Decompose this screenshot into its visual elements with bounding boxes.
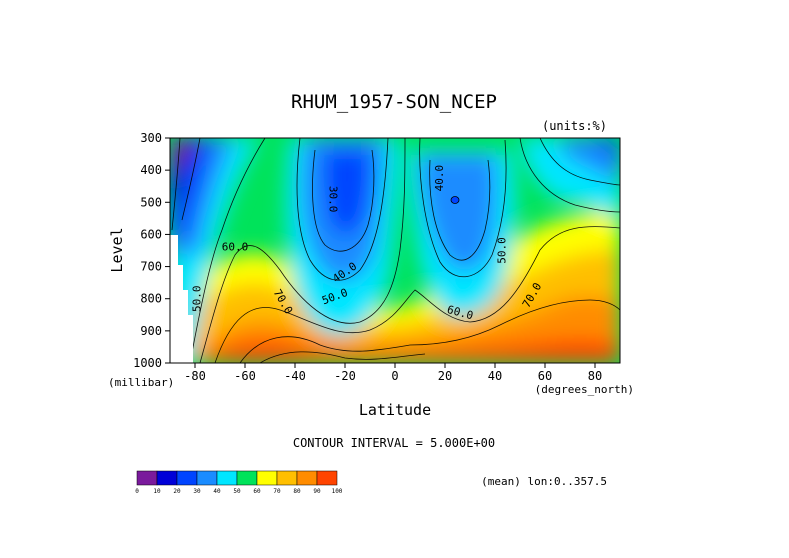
colorbar-swatch	[296, 470, 318, 486]
y-tick-label: 300	[140, 131, 162, 145]
footnote-label: (mean) lon:0..357.5	[481, 475, 607, 488]
colorbar-tick-label: 10	[153, 488, 161, 495]
x-tick-label: 80	[588, 369, 602, 383]
colorbar-swatch	[176, 470, 198, 486]
contour-label: 40.0	[433, 165, 446, 192]
colorbar-tick-label: 40	[213, 488, 221, 495]
y-tick-label: 900	[140, 324, 162, 338]
y-tick-label: 600	[140, 227, 162, 241]
units-label: (units:%)	[542, 119, 607, 133]
chart-title: RHUM_1957-SON_NCEP	[291, 91, 497, 113]
y-axis-label: Level	[108, 227, 126, 272]
colorbar-tick-label: 100	[332, 488, 343, 495]
y-tick-label: 800	[140, 292, 162, 306]
x-tick-label: -80	[184, 369, 206, 383]
y-tick-label: 500	[140, 195, 162, 209]
colorbar-swatch	[316, 470, 338, 486]
plot-area	[170, 138, 620, 363]
colorbar-swatch	[236, 470, 258, 486]
colorbar-swatch	[196, 470, 218, 486]
colorbar-swatch	[216, 470, 238, 486]
terrain-mask	[170, 235, 193, 363]
x-tick-label: -60	[234, 369, 256, 383]
x-axis-label: Latitude	[359, 401, 431, 419]
contour-label: 50.0	[496, 237, 509, 264]
contour-label: 50.0	[191, 285, 204, 312]
colorbar-swatch	[156, 470, 178, 486]
x-tick-label: -40	[284, 369, 306, 383]
colorbar-swatch	[276, 470, 298, 486]
contour-label: 60.0	[222, 240, 249, 253]
colorbar-tick-label: 90	[313, 488, 321, 495]
y-unit-label: (millibar)	[108, 376, 174, 389]
contour-interval-label: CONTOUR INTERVAL = 5.000E+00	[293, 436, 495, 450]
colorbar-tick-label: 0	[135, 488, 139, 495]
colorbar: 0 10 20 30 40 50 60 70 80 90 100	[135, 470, 343, 495]
x-tick-label: -20	[334, 369, 356, 383]
x-tick-label: 40	[488, 369, 502, 383]
colorbar-tick-label: 60	[253, 488, 261, 495]
colorbar-tick-label: 30	[193, 488, 201, 495]
colorbar-tick-label: 70	[273, 488, 281, 495]
y-tick-label: 700	[140, 260, 162, 274]
contour-label: 30.0	[327, 186, 340, 213]
colorbar-swatch	[256, 470, 278, 486]
x-tick-label: 20	[438, 369, 452, 383]
colorbar-tick-label: 50	[233, 488, 241, 495]
colorbar-tick-label: 80	[293, 488, 301, 495]
x-tick-label: 60	[538, 369, 552, 383]
y-tick-label: 1000	[133, 356, 162, 370]
x-unit-label: (degrees_north)	[535, 383, 634, 396]
y-tick-label: 400	[140, 163, 162, 177]
colorbar-swatch	[136, 470, 158, 486]
x-tick-label: 0	[391, 369, 398, 383]
colorbar-tick-label: 20	[173, 488, 181, 495]
